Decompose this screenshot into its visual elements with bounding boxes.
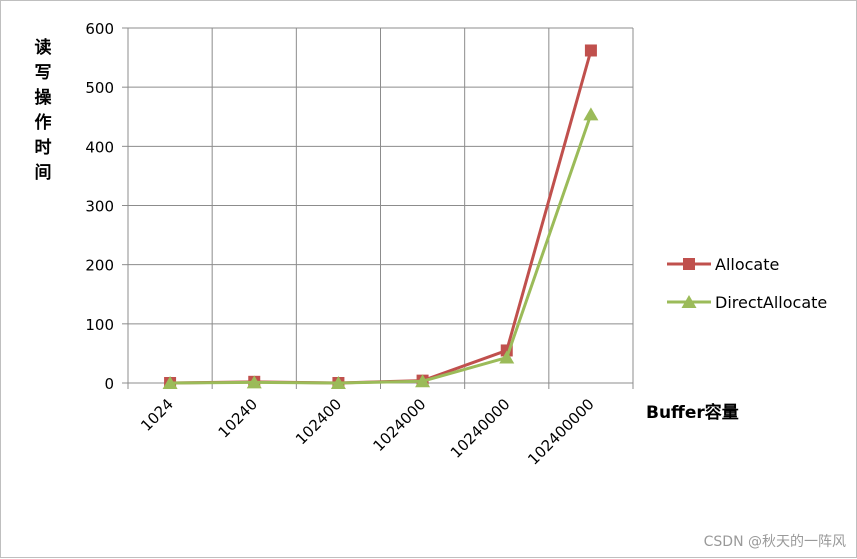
legend: Allocate DirectAllocate [667,255,827,312]
y-axis-title-char: 时 [35,138,52,158]
x-tick-label: 10240000 [447,395,514,462]
legend-marker [683,258,695,270]
y-axis-title-char: 写 [35,63,52,83]
data-series [162,44,599,389]
y-tick-label: 400 [85,138,114,156]
watermark-text: CSDN @秋天的一阵风 [704,534,846,550]
y-tick-label: 600 [85,20,114,38]
y-axis-title-char: 操 [35,87,52,108]
data-point [246,375,262,389]
axes [122,27,634,389]
y-axis-title-char: 读 [35,37,52,58]
x-tick-label: 1024000 [369,395,429,455]
y-tick-label: 200 [85,257,114,275]
x-tick-label: 102400 [292,395,345,448]
data-point [584,44,597,57]
x-axis-ticks: 1024 10240 102400 1024000 10240000 102400000 [137,395,598,468]
data-point [583,107,599,121]
y-tick-label: 500 [85,79,114,97]
series-line [170,113,593,385]
x-tick-label: 1024 [137,395,177,435]
y-axis-title-char: 作 [35,112,52,133]
x-tick-label: 10240 [215,395,261,441]
legend-item: DirectAllocate [667,293,827,312]
y-axis-ticks: 0 100 200 300 400 500 600 [85,20,114,393]
data-point [415,374,431,388]
data-point [499,350,515,364]
x-axis-title: Buffer容量 [646,402,739,423]
y-tick-label: 0 [104,375,114,393]
data-point [330,376,346,389]
x-tick-label: 102400000 [524,395,597,468]
y-tick-label: 300 [85,198,114,216]
y-tick-label: 100 [85,316,114,334]
legend-label: Allocate [715,255,779,274]
series-directallocate [162,107,599,389]
data-point [162,376,178,389]
legend-marker [681,295,697,308]
grid-lines [128,27,634,383]
legend-item: Allocate [667,255,779,274]
legend-label: DirectAllocate [715,293,827,312]
y-axis-title-char: 间 [35,162,52,183]
